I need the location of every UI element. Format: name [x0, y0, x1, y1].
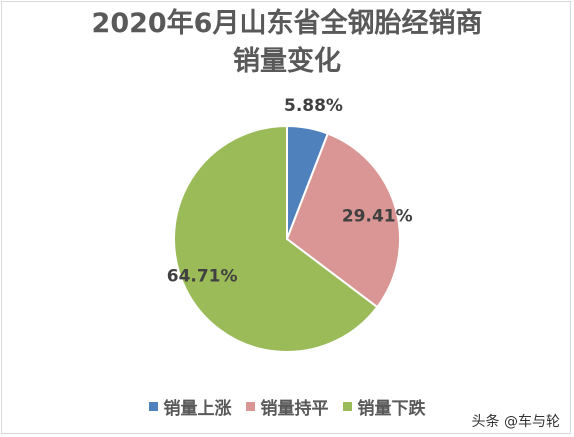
- legend-swatch-up: [148, 402, 158, 411]
- data-label-down: 64.71%: [167, 266, 238, 286]
- chart-title-line2: 销量变化: [233, 46, 341, 77]
- chart-legend: 销量上涨 销量持平 销量下跌: [0, 394, 574, 419]
- legend-label-down: 销量下跌: [357, 399, 426, 419]
- data-label-up: 5.88%: [284, 96, 343, 116]
- chart-title-line1: 2020年6月山东省全钢胎经销商: [91, 8, 483, 39]
- watermark-text: 头条 @车与轮: [471, 414, 560, 430]
- legend-item-down: 销量下跌: [342, 394, 426, 419]
- pie-slice-down: [173, 124, 379, 353]
- legend-swatch-down: [342, 402, 352, 411]
- legend-item-up: 销量上涨: [148, 394, 232, 419]
- legend-label-flat: 销量持平: [260, 399, 329, 419]
- legend-swatch-flat: [245, 402, 255, 411]
- data-label-flat: 29.41%: [342, 207, 413, 227]
- legend-label-up: 销量上涨: [163, 399, 232, 419]
- pie-slice-flat: [285, 132, 401, 309]
- legend-item-flat: 销量持平: [245, 394, 329, 419]
